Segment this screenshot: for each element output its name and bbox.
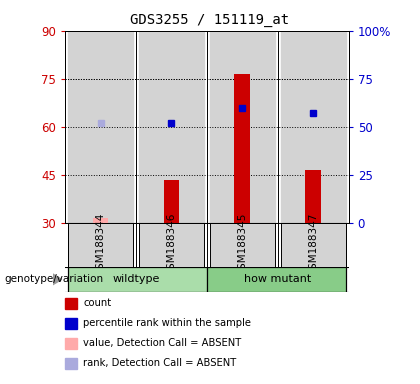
Text: GSM188344: GSM188344 xyxy=(95,213,105,276)
Text: GSM188347: GSM188347 xyxy=(308,213,318,276)
Text: genotype/variation: genotype/variation xyxy=(4,274,103,285)
Bar xyxy=(93,218,108,223)
Bar xyxy=(207,267,346,292)
Bar xyxy=(305,170,321,223)
Text: percentile rank within the sample: percentile rank within the sample xyxy=(83,318,251,328)
Text: rank, Detection Call = ABSENT: rank, Detection Call = ABSENT xyxy=(83,358,236,368)
Bar xyxy=(281,223,346,267)
Polygon shape xyxy=(52,274,62,285)
Bar xyxy=(210,31,275,223)
Bar xyxy=(139,223,204,267)
Text: GDS3255 / 151119_at: GDS3255 / 151119_at xyxy=(131,13,289,27)
Text: count: count xyxy=(83,298,111,308)
Bar xyxy=(68,223,133,267)
Bar xyxy=(210,223,275,267)
Bar xyxy=(68,267,207,292)
Text: GSM188346: GSM188346 xyxy=(166,213,176,276)
Text: how mutant: how mutant xyxy=(244,274,311,285)
Bar xyxy=(281,31,346,223)
Text: GSM188345: GSM188345 xyxy=(237,213,247,276)
Bar xyxy=(139,31,204,223)
Bar xyxy=(164,180,179,223)
Text: wildtype: wildtype xyxy=(112,274,160,285)
Bar xyxy=(68,31,133,223)
Text: value, Detection Call = ABSENT: value, Detection Call = ABSENT xyxy=(83,338,242,348)
Bar xyxy=(234,74,250,223)
